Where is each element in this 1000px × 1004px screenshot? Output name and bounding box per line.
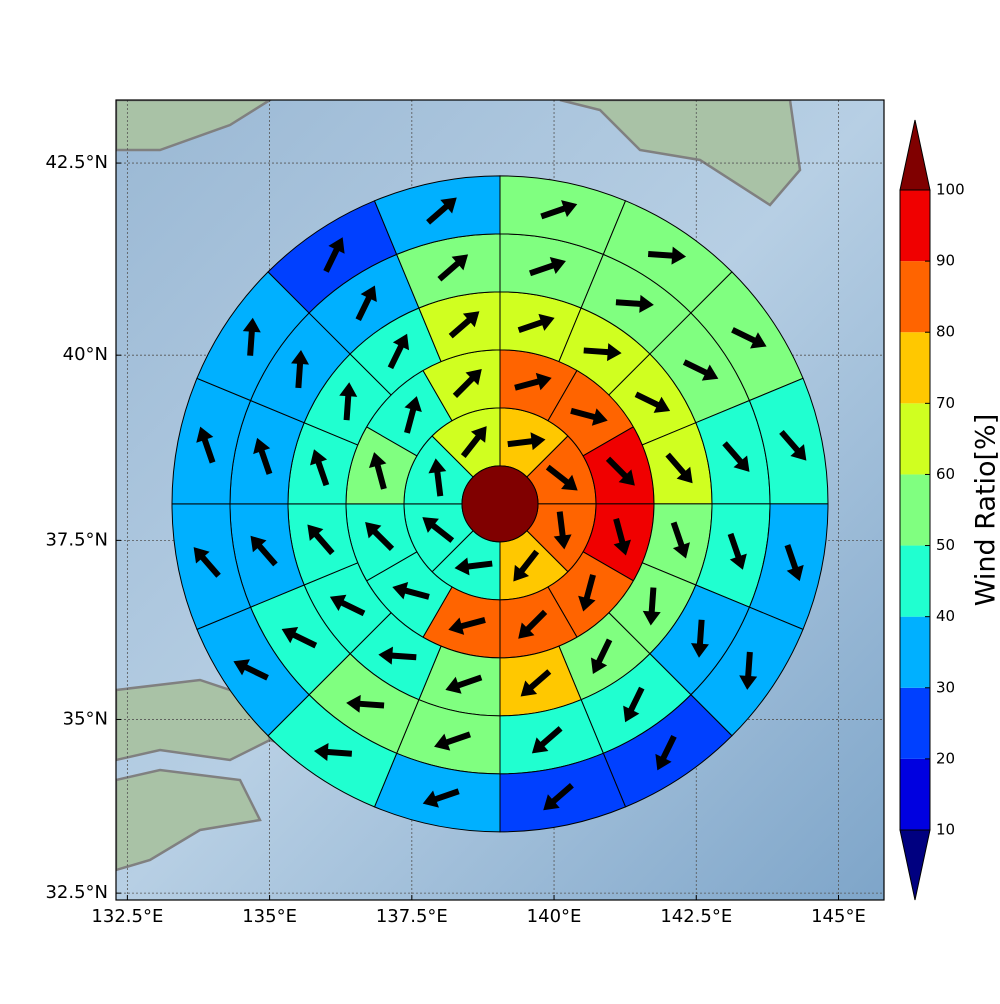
x-tick-label: 137.5°E <box>376 906 448 927</box>
colorbar-bin <box>900 261 930 332</box>
colorbar-tick-label: 100 <box>936 181 965 199</box>
colorbar-tick-label: 50 <box>936 536 955 554</box>
colorbar-tick-label: 30 <box>936 678 955 696</box>
y-tick-label: 40°N <box>63 344 108 365</box>
colorbar-bin <box>900 474 930 545</box>
x-tick-label: 145°E <box>811 906 866 927</box>
colorbar-tick-label: 70 <box>936 394 955 412</box>
center-disk <box>462 466 538 542</box>
colorbar-tick-label: 10 <box>936 821 955 839</box>
y-tick-label: 42.5°N <box>45 152 108 173</box>
y-tick-label: 32.5°N <box>45 882 108 903</box>
colorbar: 10 20 30 40 50 60 70 80 90 100 <box>900 120 965 900</box>
x-tick-label: 132.5°E <box>91 906 163 927</box>
colorbar-label: Wind Ratio[%] <box>971 414 1000 606</box>
colorbar-bin <box>900 190 930 261</box>
x-tick-label: 140°E <box>527 906 582 927</box>
colorbar-bin <box>900 688 930 759</box>
colorbar-extend-min <box>900 830 930 900</box>
x-tick-label: 142.5°E <box>660 906 732 927</box>
colorbar-bin <box>900 332 930 403</box>
colorbar-tick-label: 40 <box>936 607 955 625</box>
colorbar-bin <box>900 759 930 830</box>
basemap <box>116 100 884 900</box>
colorbar-bin <box>900 403 930 474</box>
colorbar-bin <box>900 617 930 688</box>
y-tick-label: 37.5°N <box>45 529 108 550</box>
x-tick-label: 135°E <box>242 906 297 927</box>
colorbar-extend-max <box>900 120 930 190</box>
y-tick-label: 35°N <box>63 708 108 729</box>
colorbar-tick-label: 20 <box>936 749 955 767</box>
colorbar-tick-label: 90 <box>936 252 955 270</box>
colorbar-tick-label: 60 <box>936 465 955 483</box>
colorbar-tick-label: 80 <box>936 323 955 341</box>
sectors <box>172 176 828 832</box>
colorbar-bin <box>900 546 930 617</box>
